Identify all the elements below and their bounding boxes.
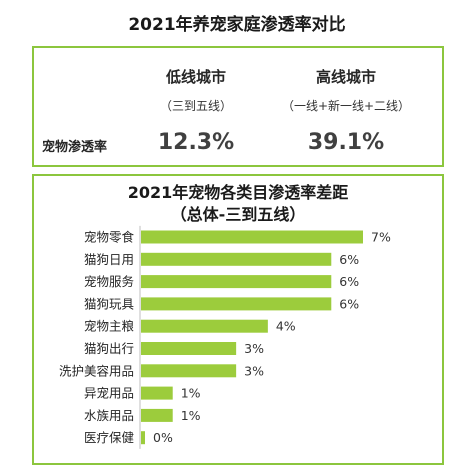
data-label: 6% <box>339 274 359 289</box>
low-tier-value: 12.3% <box>157 130 235 155</box>
data-label: 0% <box>153 430 173 445</box>
data-label: 3% <box>244 341 264 356</box>
bar <box>141 319 268 333</box>
bar <box>141 275 332 289</box>
data-label: 6% <box>339 296 359 311</box>
category-label: 洗护美容用品 <box>59 363 134 378</box>
bar <box>141 431 145 445</box>
category-label: 猫狗玩具 <box>84 296 135 311</box>
category-label: 医疗保健 <box>84 430 135 445</box>
chart-subtitle: （总体-三到五线） <box>170 205 306 224</box>
low-tier-header: 低线城市 <box>165 68 226 86</box>
bar <box>141 364 237 378</box>
penetration-row-label: 宠物渗透率 <box>42 140 108 155</box>
data-label: 1% <box>181 408 201 423</box>
data-label: 1% <box>181 386 201 401</box>
low-tier-subheader: （三到五线） <box>159 99 232 113</box>
bar <box>141 297 332 311</box>
category-label: 猫狗日用 <box>84 252 134 267</box>
page-title: 2021年养宠家庭渗透率对比 <box>128 15 346 35</box>
category-gap-panel: 2021年宠物各类目渗透率差距 （总体-三到五线） 宠物零食 7% 猫狗日用 6% 宠物… <box>32 174 444 465</box>
data-label: 3% <box>244 363 264 378</box>
high-tier-subheader: （一线+新一线+二线） <box>281 99 411 113</box>
bar <box>141 230 363 244</box>
bar-chart: 宠物零食 7% 猫狗日用 6% 宠物服务 6% 猫狗玩具 6% 宠物主粮 4% 猫狗出行 3% 洗护美容… <box>59 225 391 449</box>
data-label: 6% <box>339 252 359 267</box>
category-label: 宠物服务 <box>84 274 134 289</box>
data-label: 4% <box>276 319 296 334</box>
bar <box>141 408 173 422</box>
high-tier-value: 39.1% <box>307 130 385 155</box>
category-label: 宠物零食 <box>84 230 135 245</box>
data-label: 7% <box>371 230 391 245</box>
bar <box>141 386 173 400</box>
category-label: 猫狗出行 <box>84 341 134 356</box>
bar <box>141 252 332 266</box>
bar <box>141 342 237 355</box>
category-label: 宠物主粮 <box>84 319 135 334</box>
high-tier-header: 高线城市 <box>315 68 376 86</box>
category-label: 水族用品 <box>84 408 134 423</box>
penetration-comparison-panel: 低线城市 （三到五线） 高线城市 （一线+新一线+二线） 宠物渗透率 12.3%… <box>32 46 444 167</box>
chart-title: 2021年宠物各类目渗透率差距 <box>127 183 349 202</box>
category-label: 异宠用品 <box>84 386 134 401</box>
